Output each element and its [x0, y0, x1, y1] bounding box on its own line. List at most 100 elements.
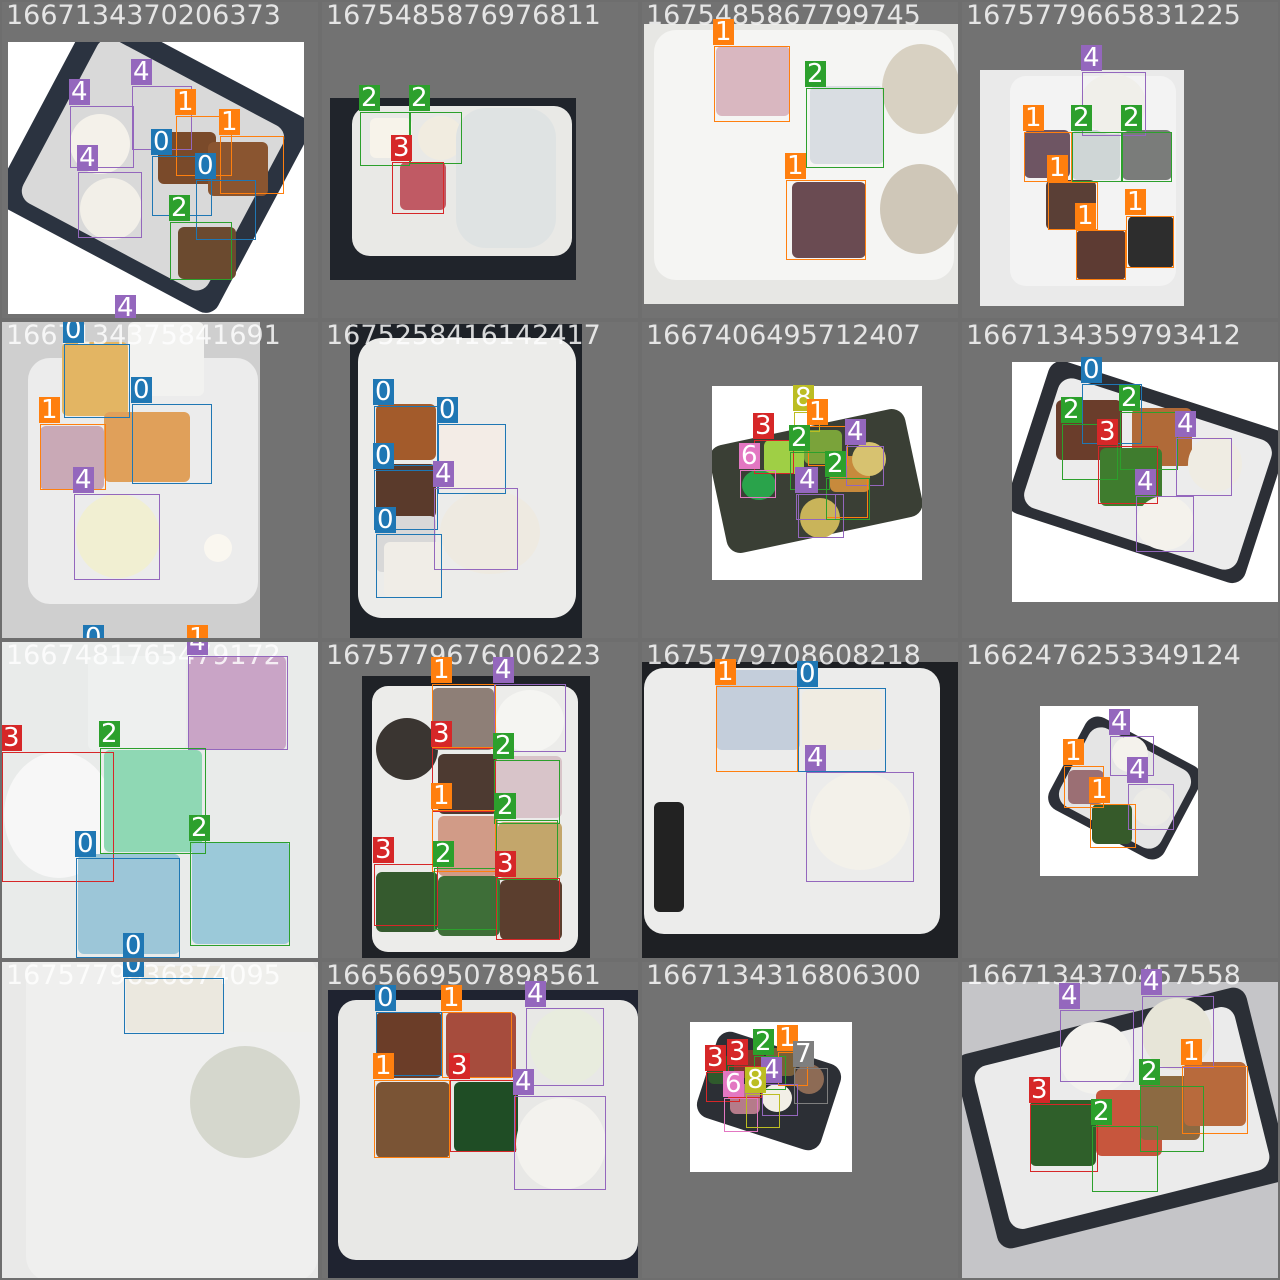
food-tray-photo [8, 42, 304, 314]
detection-box: 4 [845, 419, 884, 486]
food-tray-photo [362, 676, 590, 958]
detection-box: 4 [761, 1057, 798, 1116]
detection-box: 4 [1109, 709, 1154, 776]
detection-box: 1 [1181, 1039, 1248, 1134]
detection-box: 6 [723, 1071, 758, 1132]
class-label: 3 [2, 723, 22, 753]
detection-box: 4 [69, 79, 134, 168]
tile-title: 1675258416142417 [326, 322, 601, 351]
detection-box: 2 [169, 195, 232, 280]
class-label: 1 [807, 397, 828, 427]
detection-box: 2 [1061, 397, 1118, 480]
mosaic-tile: 4 1 4 1 1662476253349124 [962, 642, 1278, 958]
detection-box: 4 [513, 1069, 606, 1190]
detection-box: 1 [175, 89, 232, 176]
class-label: 2 [805, 59, 826, 89]
class-label: 0 [375, 983, 396, 1013]
class-label: 1 [713, 17, 734, 47]
class-label: 4 [69, 77, 90, 107]
class-label: 0 [151, 127, 172, 157]
class-label: 3 [727, 1037, 748, 1067]
detection-box: 2 [1139, 1059, 1204, 1152]
class-label: 4 [1081, 43, 1102, 73]
class-label: 0 [373, 377, 394, 407]
tile-title: 1675485867799745 [646, 2, 921, 31]
class-label: 3 [431, 719, 452, 749]
detection-box: 0 [131, 377, 212, 484]
mosaic-tile: 0 2 2 3 4 4 1667134359793412 [962, 322, 1278, 638]
detection-box: 0 [123, 962, 224, 1034]
detection-box: 8 [745, 1067, 780, 1128]
detection-box: 4 [1081, 45, 1146, 136]
detection-box: 0 [375, 507, 442, 598]
class-label: 1 [1125, 187, 1146, 217]
detection-box: 4 [433, 461, 518, 570]
detection-box: 4 [1175, 411, 1232, 496]
mosaic-tile: 1 4 3 2 1 2 3 2 3 1675779676006223 [322, 642, 638, 958]
class-label: 2 [1061, 395, 1082, 425]
food-tray-photo [350, 324, 582, 638]
detection-box: 2 [805, 61, 884, 168]
tile-title: 1675485876976811 [326, 2, 601, 31]
detection-box: 4 [187, 642, 288, 750]
detection-box: 3 [753, 413, 794, 474]
class-label: 1 [187, 625, 208, 638]
detection-box: 2 [409, 85, 462, 164]
class-label: 4 [1141, 967, 1162, 997]
detection-box: 0 [151, 129, 212, 216]
food-tray-photo [2, 962, 318, 1278]
class-label: 2 [409, 83, 430, 113]
tile-title: 1665669507898561 [326, 962, 601, 991]
detection-box: 2 [1119, 385, 1178, 470]
detection-box: 1 [219, 109, 284, 194]
class-label: 0 [123, 962, 144, 977]
tile-title: 1667134375841691 [6, 322, 281, 351]
detection-box: 2 [1121, 105, 1172, 182]
class-label: 1 [175, 87, 196, 117]
class-label: 0 [63, 322, 84, 343]
class-label: 4 [513, 1067, 534, 1097]
class-label: 4 [1135, 467, 1156, 497]
detection-box: 0 [375, 985, 442, 1076]
class-label: 1 [373, 1051, 394, 1081]
detection-box: 2 [789, 425, 830, 490]
class-label: 4 [493, 655, 514, 685]
class-label: 0 [437, 395, 458, 425]
class-label: 7 [793, 1039, 814, 1069]
detection-box: 2 [825, 451, 870, 520]
food-tray-photo [644, 24, 958, 304]
mosaic-tile: 2 2 3 1675485876976811 [322, 2, 638, 318]
class-label: 6 [723, 1069, 744, 1099]
class-label: 0 [1081, 355, 1102, 385]
class-label: 3 [753, 411, 774, 441]
detection-box: 2 [1091, 1099, 1158, 1192]
detection-box: 1 [785, 153, 866, 260]
class-label: 2 [495, 791, 516, 821]
class-label: 2 [1139, 1057, 1160, 1087]
detection-box: 0 [373, 379, 438, 466]
class-label: 0 [373, 441, 394, 471]
class-label: 3 [1097, 417, 1118, 447]
class-label: 1 [1075, 201, 1096, 231]
detection-box: 1 [1075, 203, 1126, 280]
detection-box: 4 [1135, 469, 1194, 552]
class-label: 0 [131, 375, 152, 405]
class-label: 2 [825, 449, 846, 479]
detection-box: 6 [739, 443, 776, 498]
tile-title: 1675779708608218 [646, 642, 921, 671]
detection-box: 4 [1059, 983, 1134, 1082]
class-label: 4 [1127, 755, 1148, 785]
class-label: 3 [373, 835, 394, 865]
class-label: 1 [431, 655, 452, 685]
class-label: 4 [187, 642, 208, 655]
detection-box: 3 [449, 1053, 516, 1152]
class-label: 8 [745, 1065, 766, 1095]
class-label: 1 [441, 983, 462, 1013]
detection-box: 3 [495, 851, 560, 940]
class-label: 3 [449, 1051, 470, 1081]
class-label: 4 [1109, 707, 1130, 737]
class-label: 4 [761, 1055, 782, 1085]
mosaic-tile: 4 4 1 1 0 4 0 2 4 1667134370206373 [2, 2, 318, 318]
class-label: 6 [739, 441, 760, 471]
tile-title: 1675779676006223 [326, 642, 601, 671]
